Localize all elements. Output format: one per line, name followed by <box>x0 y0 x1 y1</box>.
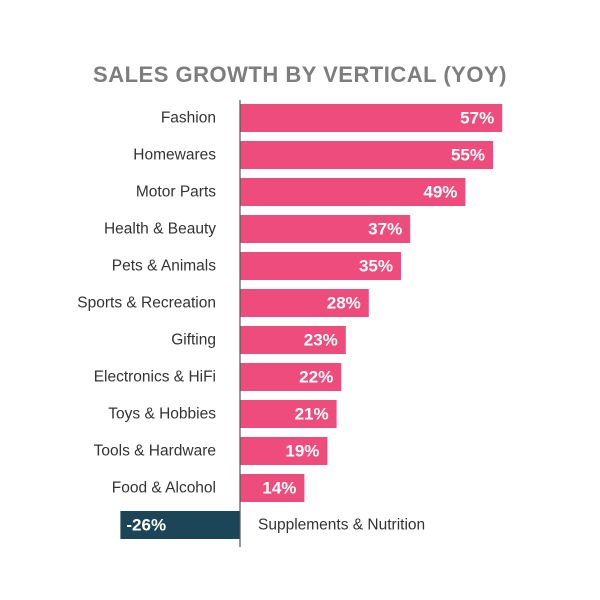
bar <box>240 400 337 428</box>
category-label: Tools & Hardware <box>94 443 216 460</box>
value-label: -26% <box>126 516 166 535</box>
value-label: 21% <box>295 405 329 424</box>
category-label: Toys & Hobbies <box>108 406 216 423</box>
value-label: 57% <box>460 109 494 128</box>
chart-title: SALES GROWTH BY VERTICAL (YOY) <box>93 62 507 87</box>
category-label: Electronics & HiFi <box>94 369 216 386</box>
value-label: 49% <box>423 183 457 202</box>
bar <box>240 437 328 465</box>
bar <box>240 252 401 280</box>
bar <box>240 141 493 169</box>
value-label: 23% <box>304 331 338 350</box>
value-label: 19% <box>285 442 319 461</box>
category-label: Pets & Animals <box>112 258 216 275</box>
category-label: Health & Beauty <box>104 221 216 238</box>
bar <box>240 104 503 132</box>
value-label: 55% <box>451 146 485 165</box>
bar <box>240 363 342 391</box>
category-label: Homewares <box>133 147 216 164</box>
bar <box>240 326 346 354</box>
value-label: 14% <box>262 479 296 498</box>
category-label: Sports & Recreation <box>77 295 216 312</box>
category-label: Food & Alcohol <box>112 480 216 497</box>
bar <box>240 474 305 502</box>
category-label: Fashion <box>161 110 216 127</box>
bar <box>120 511 240 539</box>
value-label: 22% <box>299 368 333 387</box>
category-label: Motor Parts <box>136 184 216 201</box>
bar <box>240 178 466 206</box>
category-label: Supplements & Nutrition <box>258 517 425 534</box>
value-label: 35% <box>359 257 393 276</box>
bar <box>240 215 411 243</box>
bar <box>240 289 369 317</box>
category-label: Gifting <box>171 332 216 349</box>
value-label: 37% <box>368 220 402 239</box>
value-label: 28% <box>327 294 361 313</box>
